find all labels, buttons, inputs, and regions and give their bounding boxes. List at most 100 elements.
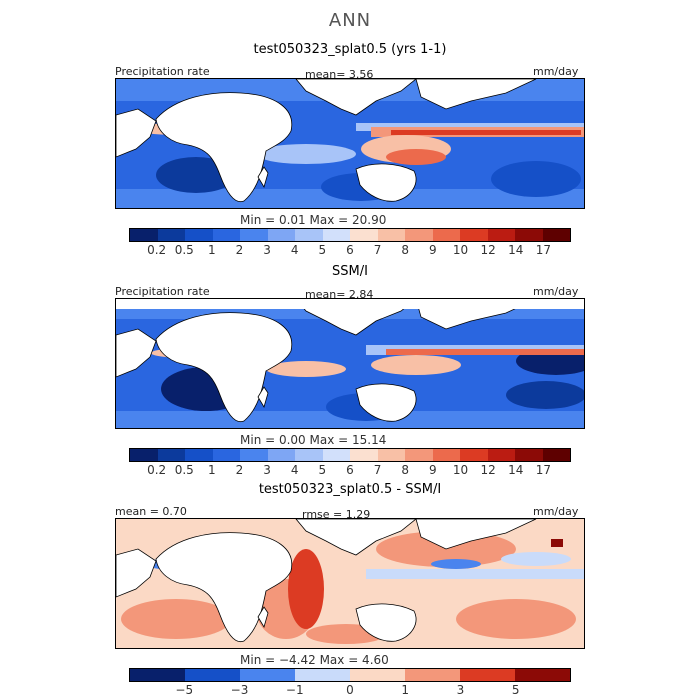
colorbar-box <box>185 669 240 681</box>
panel3-mean-label: mean = 0.70 <box>115 505 187 518</box>
colorbar-box <box>130 449 158 461</box>
colorbar-tick-label: 0.2 <box>147 243 167 257</box>
panel2-units-label: mm/day <box>533 285 579 298</box>
panel2-colorbar-ticks: 0.2 0.5 1 2 3 4 5 6 7 8 9 10 12 14 17 <box>129 463 571 479</box>
colorbar-tick-label: 17 <box>535 463 552 477</box>
colorbar-box <box>350 229 378 241</box>
colorbar-box <box>157 229 185 241</box>
colorbar-box <box>377 449 405 461</box>
panel2-map <box>115 298 585 429</box>
colorbar-box <box>460 449 488 461</box>
colorbar-box <box>432 229 460 241</box>
colorbar-tick-label: 3 <box>456 683 465 697</box>
colorbar-box <box>515 669 570 681</box>
colorbar-tick-label: 7 <box>373 463 382 477</box>
colorbar-box <box>350 449 378 461</box>
colorbar-tick-label: 1 <box>401 683 410 697</box>
panel3-rmse-label: rmse = 1.29 <box>302 508 371 521</box>
colorbar-box <box>295 229 323 241</box>
colorbar-tick-label: 9 <box>429 243 437 257</box>
colorbar-tick-label: 14 <box>508 463 524 477</box>
colorbar-tick-label: 8 <box>401 463 410 477</box>
panel1-title: test050323_splat0.5 (yrs 1-1) <box>253 42 447 57</box>
colorbar-tick-label: 0.5 <box>174 463 194 477</box>
colorbar-box <box>487 229 515 241</box>
colorbar-tick-label: 0 <box>346 683 354 697</box>
panel3-units-label: mm/day <box>533 505 579 518</box>
panel1-units-label: mm/day <box>533 65 579 78</box>
colorbar-tick-label: 4 <box>290 243 299 257</box>
panel1-variable-label: Precipitation rate <box>115 65 210 78</box>
colorbar-tick-label: −5 <box>175 683 194 697</box>
colorbar-tick-label: 1 <box>208 463 216 477</box>
panel1-colorbar <box>129 228 571 242</box>
panel3-minmax: Min = −4.42 Max = 4.60 <box>240 653 389 667</box>
colorbar-box <box>212 229 240 241</box>
panel1-map <box>115 78 585 209</box>
colorbar-tick-label: 0.5 <box>174 243 194 257</box>
panel3-colorbar <box>129 668 571 682</box>
colorbar-box <box>267 229 295 241</box>
panel3-title: test050323_splat0.5 - SSM/I <box>258 482 442 497</box>
colorbar-box <box>460 669 515 681</box>
colorbar-tick-label: 5 <box>318 243 327 257</box>
colorbar-box <box>240 669 295 681</box>
colorbar-box <box>377 229 405 241</box>
colorbar-box <box>240 449 268 461</box>
colorbar-tick-label: 3 <box>263 463 271 477</box>
colorbar-box <box>487 449 515 461</box>
colorbar-tick-label: 5 <box>318 463 327 477</box>
colorbar-tick-label: 10 <box>452 463 469 477</box>
colorbar-tick-label: 12 <box>480 243 496 257</box>
colorbar-box <box>405 669 460 681</box>
colorbar-tick-label: 17 <box>535 243 552 257</box>
panel2-title: SSM/I <box>332 264 368 279</box>
panel3-colorbar-ticks: −5 −3 −1 0 1 3 5 <box>129 683 571 699</box>
colorbar-tick-label: 7 <box>373 243 382 257</box>
colorbar-box <box>322 449 350 461</box>
panel2-minmax: Min = 0.00 Max = 15.14 <box>240 433 387 447</box>
colorbar-box <box>130 229 158 241</box>
colorbar-box <box>405 449 433 461</box>
colorbar-box <box>460 229 488 241</box>
colorbar-tick-label: 8 <box>401 243 410 257</box>
season-title: ANN <box>328 10 372 31</box>
colorbar-box <box>405 229 433 241</box>
colorbar-box <box>322 229 350 241</box>
colorbar-tick-label: 1 <box>208 243 216 257</box>
colorbar-tick-label: −3 <box>230 683 249 697</box>
colorbar-tick-label: 4 <box>290 463 299 477</box>
colorbar-tick-label: 0.2 <box>147 463 167 477</box>
colorbar-box <box>515 229 543 241</box>
colorbar-tick-label: 12 <box>480 463 496 477</box>
colorbar-tick-label: 14 <box>508 243 524 257</box>
colorbar-tick-label: 5 <box>511 683 520 697</box>
panel3-map <box>115 518 585 649</box>
colorbar-box <box>350 669 405 681</box>
colorbar-tick-label: −1 <box>285 683 304 697</box>
colorbar-tick-label: 10 <box>452 243 469 257</box>
panel2-variable-label: Precipitation rate <box>115 285 210 298</box>
colorbar-tick-label: 2 <box>235 463 244 477</box>
panel2-colorbar <box>129 448 571 462</box>
panel2-mean-label: mean= 2.84 <box>305 288 374 301</box>
colorbar-box <box>185 449 213 461</box>
colorbar-tick-label: 9 <box>429 463 437 477</box>
colorbar-box <box>185 229 213 241</box>
panel1-minmax: Min = 0.01 Max = 20.90 <box>240 213 387 227</box>
colorbar-box <box>432 449 460 461</box>
colorbar-box <box>157 449 185 461</box>
panel1-colorbar-ticks: 0.2 0.5 1 2 3 4 5 6 7 8 9 10 12 14 17 <box>129 243 571 259</box>
colorbar-box <box>295 449 323 461</box>
colorbar-tick-label: 2 <box>235 243 244 257</box>
panel1-mean-label: mean= 3.56 <box>305 68 374 81</box>
colorbar-box <box>515 449 543 461</box>
colorbar-box <box>130 669 185 681</box>
colorbar-box <box>542 229 570 241</box>
colorbar-tick-label: 3 <box>263 243 271 257</box>
colorbar-box <box>267 449 295 461</box>
colorbar-box <box>212 449 240 461</box>
colorbar-tick-label: 6 <box>346 463 354 477</box>
colorbar-box <box>295 669 350 681</box>
colorbar-box <box>240 229 268 241</box>
